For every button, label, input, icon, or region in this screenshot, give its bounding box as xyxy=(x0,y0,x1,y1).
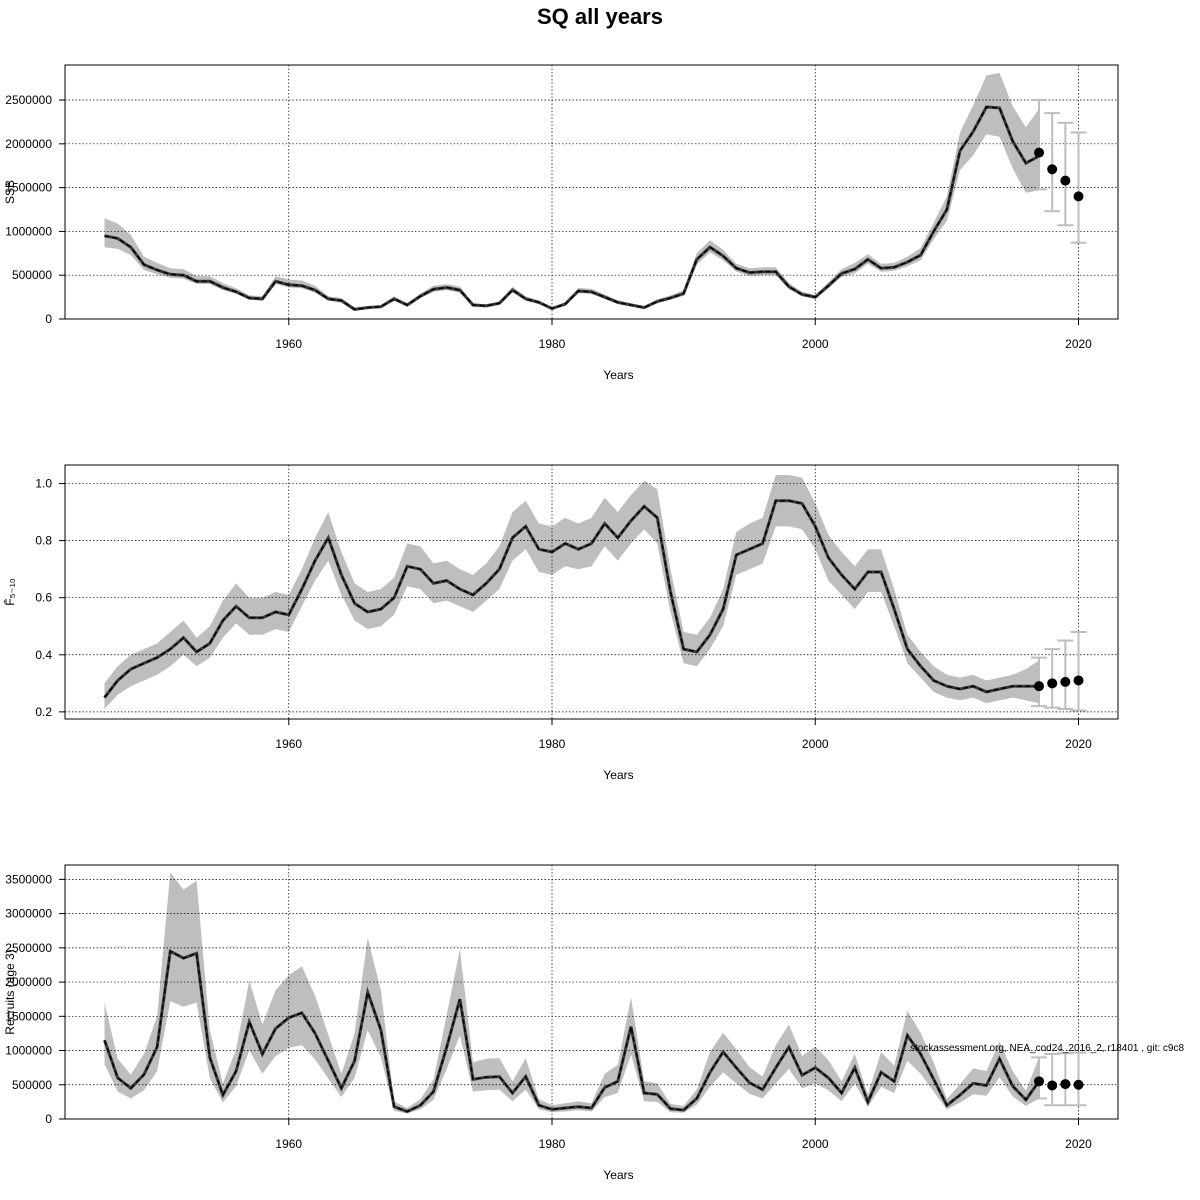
recruits-forecast-point xyxy=(1060,1079,1071,1090)
recruits-ytick-label: 0 xyxy=(45,1112,52,1126)
ssb-xtick-label: 1980 xyxy=(539,337,566,351)
recruits-xtick-label: 2020 xyxy=(1065,1137,1092,1151)
recruits-ytick-label: 1000000 xyxy=(5,1044,52,1058)
fbar-ylabel: F̄₅₋₁₀ xyxy=(3,578,17,606)
fbar-forecast-point xyxy=(1073,675,1084,686)
recruits-ytick-label: 1500000 xyxy=(5,1009,52,1023)
ssb-ylabel: SSB xyxy=(3,180,17,204)
fbar-forecast-point xyxy=(1047,678,1058,689)
ssb-forecast-point xyxy=(1047,164,1058,175)
ssb-estimate-line xyxy=(104,105,1040,311)
fbar-ytick-label: 0.4 xyxy=(35,648,52,662)
footnote: stockassessment.org, NEA_cod24_2016_2, r… xyxy=(910,1043,1184,1054)
fbar-xlabel: Years xyxy=(603,768,633,782)
recruits-xtick-label: 1980 xyxy=(539,1137,566,1151)
recruits-xtick-label: 2000 xyxy=(802,1137,829,1151)
fbar-confidence-band xyxy=(104,475,1039,709)
fbar-xtick-label: 1980 xyxy=(539,737,566,751)
fbar-forecast-point xyxy=(1034,681,1045,692)
recruits-ylabel: Recruits (age 3) xyxy=(3,949,17,1034)
recruits-estimate-line-dashed xyxy=(103,950,1040,1113)
ssb-ytick-label: 500000 xyxy=(12,268,52,282)
recruits-plot-frame xyxy=(64,864,1119,1120)
recruits-ytick-label: 2000000 xyxy=(5,975,52,989)
fbar-xtick-label: 2000 xyxy=(802,737,829,751)
ssb-xtick-label: 2000 xyxy=(802,337,829,351)
ssb-confidence-band xyxy=(104,72,1039,311)
recruits-ytick-label: 3500000 xyxy=(5,872,52,886)
recruits-xtick-label: 1960 xyxy=(275,1137,302,1151)
recruits-panel: 1960 1980 2000 2020 0 500000 1000000 1500000 200… xyxy=(3,864,1119,1182)
ssb-plot-frame xyxy=(64,64,1119,320)
ssb-forecast-point xyxy=(1060,175,1071,186)
recruits-ytick-label: 500000 xyxy=(12,1078,52,1092)
recruits-confidence-band xyxy=(104,872,1039,1114)
ssb-ytick-label: 0 xyxy=(45,312,52,326)
fbar-estimate-line-dashed xyxy=(103,500,1039,699)
ssb-ytick-label: 2000000 xyxy=(5,137,52,151)
fbar-forecast-point xyxy=(1060,676,1071,687)
ssb-xlabel: Years xyxy=(603,368,633,382)
fbar-panel: 1960 1980 2000 2020 0.2 0.4 0.6 0.8 1.0 Years F̄₅₋… xyxy=(3,464,1119,782)
ssb-panel: 1960 1980 2000 2020 0 500000 1000000 1500000 200… xyxy=(3,64,1119,382)
fbar-ytick-label: 0.2 xyxy=(35,705,52,719)
figure-title: SQ all years xyxy=(537,4,663,29)
fbar-plot-frame xyxy=(64,464,1119,720)
ssb-ytick-label: 1500000 xyxy=(5,181,52,195)
fbar-xtick-label: 2020 xyxy=(1065,737,1092,751)
ssb-xtick-label: 2020 xyxy=(1065,337,1092,351)
fbar-ytick-label: 0.8 xyxy=(35,534,52,548)
ssb-xtick-label: 1960 xyxy=(275,337,302,351)
recruits-ytick-label: 2500000 xyxy=(5,941,52,955)
recruits-forecast-point xyxy=(1073,1079,1084,1090)
recruits-ytick-label: 3000000 xyxy=(5,907,52,921)
fbar-ytick-label: 0.6 xyxy=(35,591,52,605)
recruits-forecast-point xyxy=(1047,1080,1058,1091)
ssb-forecast-point xyxy=(1034,147,1045,158)
recruits-xlabel: Years xyxy=(603,1168,633,1182)
ssb-ytick-label: 2500000 xyxy=(5,93,52,107)
recruits-forecast-point xyxy=(1034,1076,1045,1087)
ssb-ytick-label: 1000000 xyxy=(5,224,52,238)
ssb-forecast-point xyxy=(1073,191,1084,202)
ssb-estimate-line-dashed xyxy=(104,106,1040,311)
fbar-xtick-label: 1960 xyxy=(275,737,302,751)
fbar-ytick-label: 1.0 xyxy=(35,477,52,491)
